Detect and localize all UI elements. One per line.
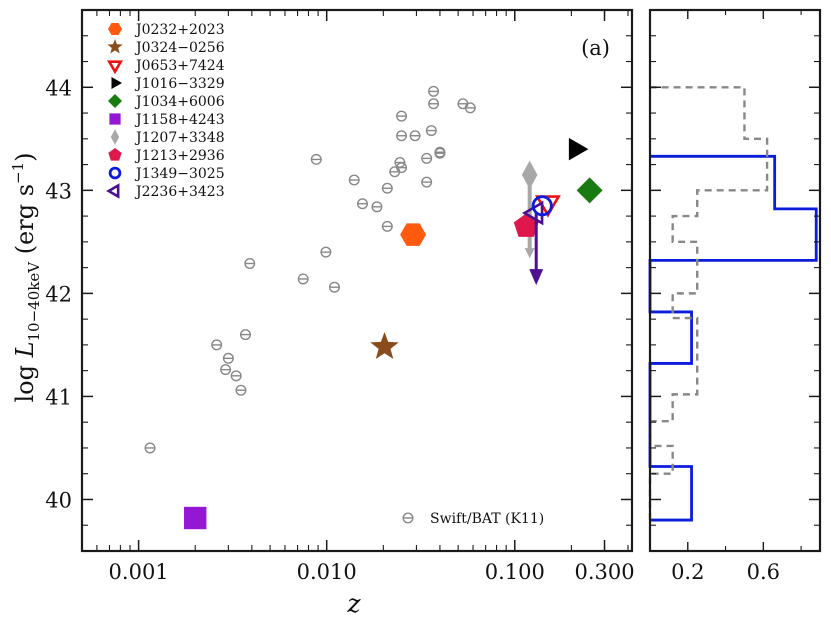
legend-j0232-2023-marker bbox=[108, 22, 122, 36]
legend-j1213-2936-marker bbox=[108, 148, 122, 161]
swift-bat-point bbox=[464, 102, 476, 114]
legend-j1158-4243-label: J1158+4243 bbox=[134, 112, 225, 128]
swift-bat-point bbox=[421, 176, 433, 188]
source-j1213-2936 bbox=[513, 213, 539, 237]
swift-bat-point bbox=[244, 257, 256, 269]
swift-bat-point bbox=[396, 130, 408, 142]
legend-swift-bat-marker bbox=[402, 512, 414, 524]
source-j1207-3348 bbox=[521, 160, 538, 190]
legend-j1349-3025-marker bbox=[108, 166, 122, 180]
y-axis-ticks: 40 41 42 43 44 bbox=[45, 9, 632, 552]
agn-sources bbox=[184, 137, 603, 530]
legend-j1207-3348-label: J1207+3348 bbox=[134, 130, 225, 146]
hist-x-tick-label: 0.2 bbox=[671, 560, 704, 584]
source-j1349-3025 bbox=[531, 195, 553, 217]
source-j2236-3423-upper-limit-arrow bbox=[529, 269, 544, 286]
x-tick-label: 0.001 bbox=[109, 560, 169, 584]
swift-bat-point bbox=[394, 157, 406, 169]
x-tick-label: 0.010 bbox=[297, 560, 357, 584]
y-tick-label: 44 bbox=[45, 76, 72, 100]
swift-bat-point bbox=[428, 98, 440, 110]
legend-j1016-3329-marker bbox=[111, 76, 122, 90]
swift-bat-point bbox=[381, 182, 393, 194]
legend-j0653-7424-marker bbox=[106, 60, 124, 75]
ylabel-log: log bbox=[11, 357, 39, 402]
y-tick-label: 43 bbox=[45, 179, 72, 203]
ylabel-exponent: −1 bbox=[9, 162, 27, 184]
x-tick-label: 0.100 bbox=[485, 560, 545, 584]
histogram-frame bbox=[648, 8, 822, 553]
legend-j2236-3423-label: J2236+3423 bbox=[134, 184, 225, 200]
legend-j1349-3025-label: J1349−3025 bbox=[134, 166, 225, 182]
swift-bat-point bbox=[409, 130, 421, 142]
swift-bat-point bbox=[297, 273, 309, 285]
ylabel-close: ) bbox=[11, 152, 39, 161]
swift-bat-point bbox=[348, 174, 360, 186]
swift-bat-point bbox=[457, 98, 469, 110]
swift-bat-point bbox=[230, 370, 242, 382]
legend-j0232-2023-label: J0232+2023 bbox=[134, 22, 225, 38]
swift-bat-point bbox=[356, 198, 368, 210]
x-tick-label: 0.300 bbox=[574, 560, 634, 584]
hist-sample-steps bbox=[648, 154, 818, 522]
legend-j1016-3329-label: J1016−3329 bbox=[134, 76, 225, 92]
swift-bat-point bbox=[211, 339, 223, 351]
swift-bat-point bbox=[421, 152, 433, 164]
swift-bat-point bbox=[425, 125, 437, 137]
source-j0232-2023 bbox=[400, 223, 427, 246]
source-j1034-6006 bbox=[576, 177, 603, 204]
source-j1158-4243 bbox=[184, 506, 207, 530]
source-j1016-3329 bbox=[568, 137, 589, 161]
legend-j1213-2936-label: J1213+2936 bbox=[134, 148, 225, 164]
swift-bat-point bbox=[239, 329, 251, 341]
source-j1207-3348-range-end bbox=[524, 248, 535, 259]
histogram-ticks: 0.2 0.6 bbox=[650, 9, 820, 584]
swift-bat-point bbox=[235, 384, 247, 396]
swift-bat-point bbox=[310, 153, 322, 165]
histogram-series bbox=[648, 86, 818, 522]
hist-x-tick-label: 0.6 bbox=[747, 560, 780, 584]
swift-bat-point bbox=[222, 352, 234, 364]
swift-bat-points bbox=[144, 85, 476, 454]
histogram-panel: 0.2 0.6 bbox=[648, 8, 822, 584]
swift-bat-point bbox=[428, 85, 440, 97]
legend-j1158-4243-marker bbox=[109, 113, 121, 125]
panel-label: (a) bbox=[581, 36, 610, 60]
main-plot-frame bbox=[80, 8, 634, 553]
y-axis-label: log L10−40keV (erg s−1) bbox=[9, 152, 43, 402]
y-tick-label: 40 bbox=[45, 488, 72, 512]
hist-swift-bat-steps bbox=[648, 86, 769, 521]
ylabel-units: (erg s bbox=[11, 184, 39, 262]
swift-bat-point bbox=[396, 110, 408, 122]
swift-bat-point bbox=[220, 364, 232, 376]
legend-j0324-0256-marker bbox=[107, 38, 123, 54]
y-tick-label: 42 bbox=[45, 282, 72, 306]
ylabel-subscript: 10−40keV bbox=[25, 261, 43, 342]
legend-j1034-6006-marker bbox=[108, 94, 122, 108]
source-j0324-0256 bbox=[370, 332, 399, 360]
legend-j1034-6006-label: J1034+6006 bbox=[134, 94, 225, 110]
y-tick-label: 41 bbox=[45, 385, 72, 409]
swift-bat-point bbox=[381, 220, 393, 232]
legend-j0324-0256-label: J0324−0256 bbox=[134, 40, 225, 56]
legend-j1207-3348-marker bbox=[110, 129, 120, 145]
swift-bat-point bbox=[434, 146, 446, 158]
swift-bat-point bbox=[328, 281, 340, 293]
legend-swift-bat-label: Swift/BAT (K11) bbox=[430, 511, 544, 527]
ylabel-L: L bbox=[11, 341, 39, 358]
legend-j2236-3423-marker bbox=[106, 183, 120, 199]
legend-j0653-7424-label: J0653+7424 bbox=[134, 58, 225, 74]
main-scatter-panel: 0.001 0.010 0.100 0.300 40 41 42 43 44 J0232+20… bbox=[9, 8, 635, 618]
swift-bat-point bbox=[144, 442, 156, 454]
x-axis-label: z bbox=[346, 589, 361, 618]
swift-bat-point bbox=[371, 201, 383, 213]
legend: J0232+2023 J0324−0256 J0653+7424 J1016−3329… bbox=[106, 22, 544, 527]
swift-bat-point bbox=[320, 246, 332, 258]
